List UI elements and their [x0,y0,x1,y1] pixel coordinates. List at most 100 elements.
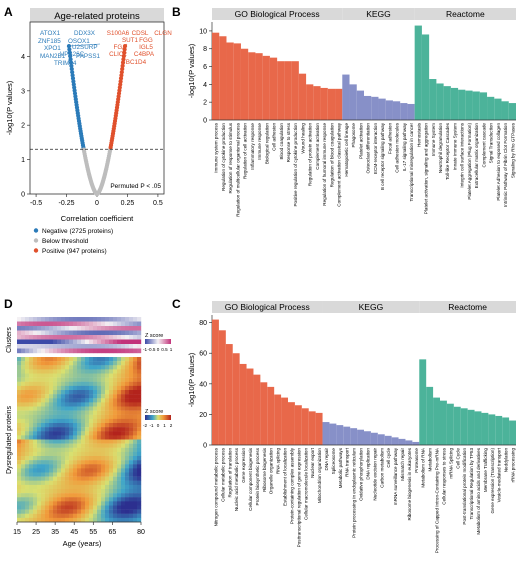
bar-group-title: Reactome [448,302,487,312]
protein-heat-cell [25,431,30,436]
protein-heat-cell [125,517,130,523]
protein-heat-cell [105,406,110,411]
gene-label-positive: CLGN [154,30,172,37]
protein-heat-cell [45,394,50,399]
cluster-heat-cell [109,326,114,331]
cluster-heat-cell [133,321,138,327]
protein-heat-cell [17,402,22,407]
cluster-heat-cell [77,335,82,340]
bar [327,88,336,120]
protein-heat-cell [45,381,50,387]
protein-heat-cell [129,361,134,366]
protein-heat-cell [25,493,30,498]
protein-heat-cell [113,472,118,477]
protein-heat-cell [97,456,102,461]
protein-heat-cell [29,493,34,498]
protein-heat-cell [37,385,42,391]
protein-heat-cell [45,493,50,498]
bar [440,400,447,445]
protein-heat-cell [113,423,118,428]
gene-label-negative: U2SURP [72,44,98,51]
protein-heat-cell [41,369,46,374]
protein-heat-cell [125,357,130,362]
protein-heat-cell [45,460,50,465]
protein-heat-cell [97,377,102,382]
cluster-heat-cell [101,339,106,345]
cluster-heat-cell [41,335,46,340]
protein-heat-cell [45,414,50,420]
protein-heat-cell [113,460,118,465]
protein-heat-cell [109,373,114,378]
cluster-heat-cell [53,335,58,340]
protein-heat-cell [53,456,58,461]
protein-heat-cell [105,357,110,362]
bar [414,25,422,120]
protein-heat-cell [61,410,66,415]
protein-heat-cell [57,423,62,428]
protein-heat-cell [25,472,30,477]
cluster-heat-cell [33,339,38,345]
protein-heat-cell [61,497,66,502]
protein-heat-cell [21,418,26,424]
protein-heat-cell [105,468,110,473]
cluster-heat-cell [129,348,134,354]
cluster-heat-cell [21,321,26,327]
protein-heat-cell [17,464,22,469]
protein-heat-cell [133,369,138,374]
volcano-point [70,73,75,78]
protein-heat-cell [57,447,62,453]
protein-heat-cell [109,501,114,506]
cluster-heat-cell [37,339,42,345]
protein-heat-cell [73,484,78,490]
protein-heat-cell [17,513,22,519]
bar-category-label: Regulation of protein activation [308,123,313,187]
bar [467,409,475,445]
protein-heat-cell [29,390,34,395]
protein-heat-cell [53,443,58,448]
protein-heat-cell [133,418,138,424]
bar-group-header [419,301,516,313]
cluster-heat-cell [49,321,54,327]
protein-heat-cell [93,493,98,498]
protein-heat-cell [57,468,62,473]
protein-heat-cell [117,451,122,457]
protein-heat-cell [69,406,74,411]
protein-heat-cell [57,418,62,424]
protein-heat-cell [73,480,78,486]
protein-heat-cell [29,381,34,387]
gene-label-positive: CDSL [132,30,149,37]
protein-heat-cell [17,369,22,374]
bar-category-label: Gene expression [241,448,246,483]
protein-heat-cell [113,431,118,436]
protein-heat-cell [53,361,58,366]
protein-heat-cell [137,435,142,440]
cluster-heat-cell [137,317,142,322]
bar-category-label: Innate Immune System [452,123,457,170]
protein-heat-cell [129,517,134,523]
protein-heat-cell [17,373,22,378]
cluster-heat-cell [53,321,58,327]
protein-heat-cell [29,451,34,457]
cluster-heat-cell [133,335,138,340]
cluster-heat-cell [25,339,30,345]
cluster-heat-cell [101,344,106,349]
protein-heat-cell [29,398,34,403]
cluster-colorbar: Z score -1 -0.5 0 0.5 1 [143,333,173,352]
protein-heat-cell [29,460,34,465]
cluster-heat-cell [45,330,50,336]
protein-heat-cell [37,431,42,436]
protein-heat-cell [37,402,42,407]
cluster-colorbar-gradient [145,339,171,344]
protein-heat-cell [109,484,114,490]
protein-heat-cell [121,513,126,519]
protein-heat-cell [81,484,86,490]
bar [426,386,434,445]
protein-heat-cell [129,410,134,415]
volcano-title: Age-related proteins [54,11,140,22]
protein-heat-cell [109,385,114,391]
protein-heat-cell [93,357,98,362]
protein-heat-cell [129,402,134,407]
protein-heat-cell [97,460,102,465]
protein-heat-cell [73,385,78,391]
protein-heat-cell [105,418,110,424]
